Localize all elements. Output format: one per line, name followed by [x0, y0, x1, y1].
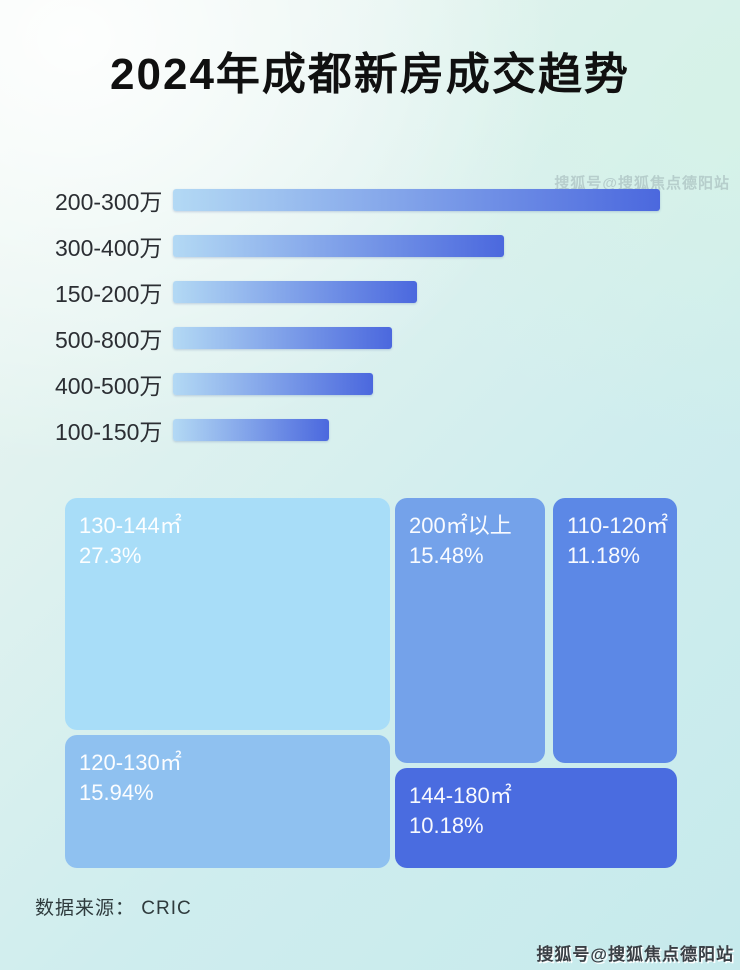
page-title: 2024年成都新房成交趋势	[110, 50, 630, 99]
bar-fill	[173, 189, 660, 211]
bar-track	[173, 235, 660, 257]
price-band-bar-chart: 200-300万 300-400万 150-200万 500-800万 400-…	[55, 177, 685, 453]
tile-label: 200㎡以上	[409, 513, 512, 538]
tile-percent: 15.48%	[409, 542, 484, 568]
tile-label: 144-180㎡	[409, 783, 512, 808]
treemap-tile: 144-180㎡ 10.18%	[395, 768, 677, 868]
bar-row: 200-300万	[55, 177, 685, 223]
bar-fill	[173, 327, 393, 349]
watermark-bottom: 搜狐号@搜狐焦点德阳站	[536, 945, 734, 964]
bar-label: 150-200万	[55, 281, 163, 307]
treemap-tile: 130-144㎡ 27.3%	[65, 498, 390, 730]
treemap-tile: 110-120㎡ 11.18%	[553, 498, 677, 763]
tile-percent: 10.18%	[409, 812, 484, 838]
bar-row: 400-500万	[55, 361, 685, 407]
bar-row: 150-200万	[55, 269, 685, 315]
tile-percent: 15.94%	[79, 779, 154, 805]
bar-label: 500-800万	[55, 327, 163, 353]
bar-row: 100-150万	[55, 407, 685, 453]
bar-track	[173, 327, 660, 349]
tile-percent: 27.3%	[79, 542, 142, 568]
bar-fill	[173, 373, 373, 395]
tile-percent: 11.18%	[567, 542, 640, 568]
data-source-note: 数据来源： CRIC	[35, 898, 192, 919]
bar-label: 200-300万	[55, 189, 163, 215]
bar-track	[173, 373, 660, 395]
treemap-tile: 200㎡以上 15.48%	[395, 498, 545, 763]
bar-track	[173, 419, 660, 441]
area-size-treemap: 130-144㎡ 27.3% 120-130㎡ 15.94% 200㎡以上 15…	[65, 498, 677, 868]
bar-fill	[173, 419, 329, 441]
tile-label: 110-120㎡	[567, 513, 669, 538]
bar-row: 500-800万	[55, 315, 685, 361]
bar-fill	[173, 281, 417, 303]
watermark-faint: 搜狐号@搜狐焦点德阳站	[554, 175, 730, 192]
bar-row: 300-400万	[55, 223, 685, 269]
tile-label: 120-130㎡	[79, 750, 182, 775]
treemap-tile: 120-130㎡ 15.94%	[65, 735, 390, 868]
bar-track	[173, 281, 660, 303]
bar-label: 100-150万	[55, 419, 163, 445]
bar-fill	[173, 235, 505, 257]
bar-track	[173, 189, 660, 211]
tile-label: 130-144㎡	[79, 513, 182, 538]
bar-label: 300-400万	[55, 235, 163, 261]
bar-label: 400-500万	[55, 373, 163, 399]
